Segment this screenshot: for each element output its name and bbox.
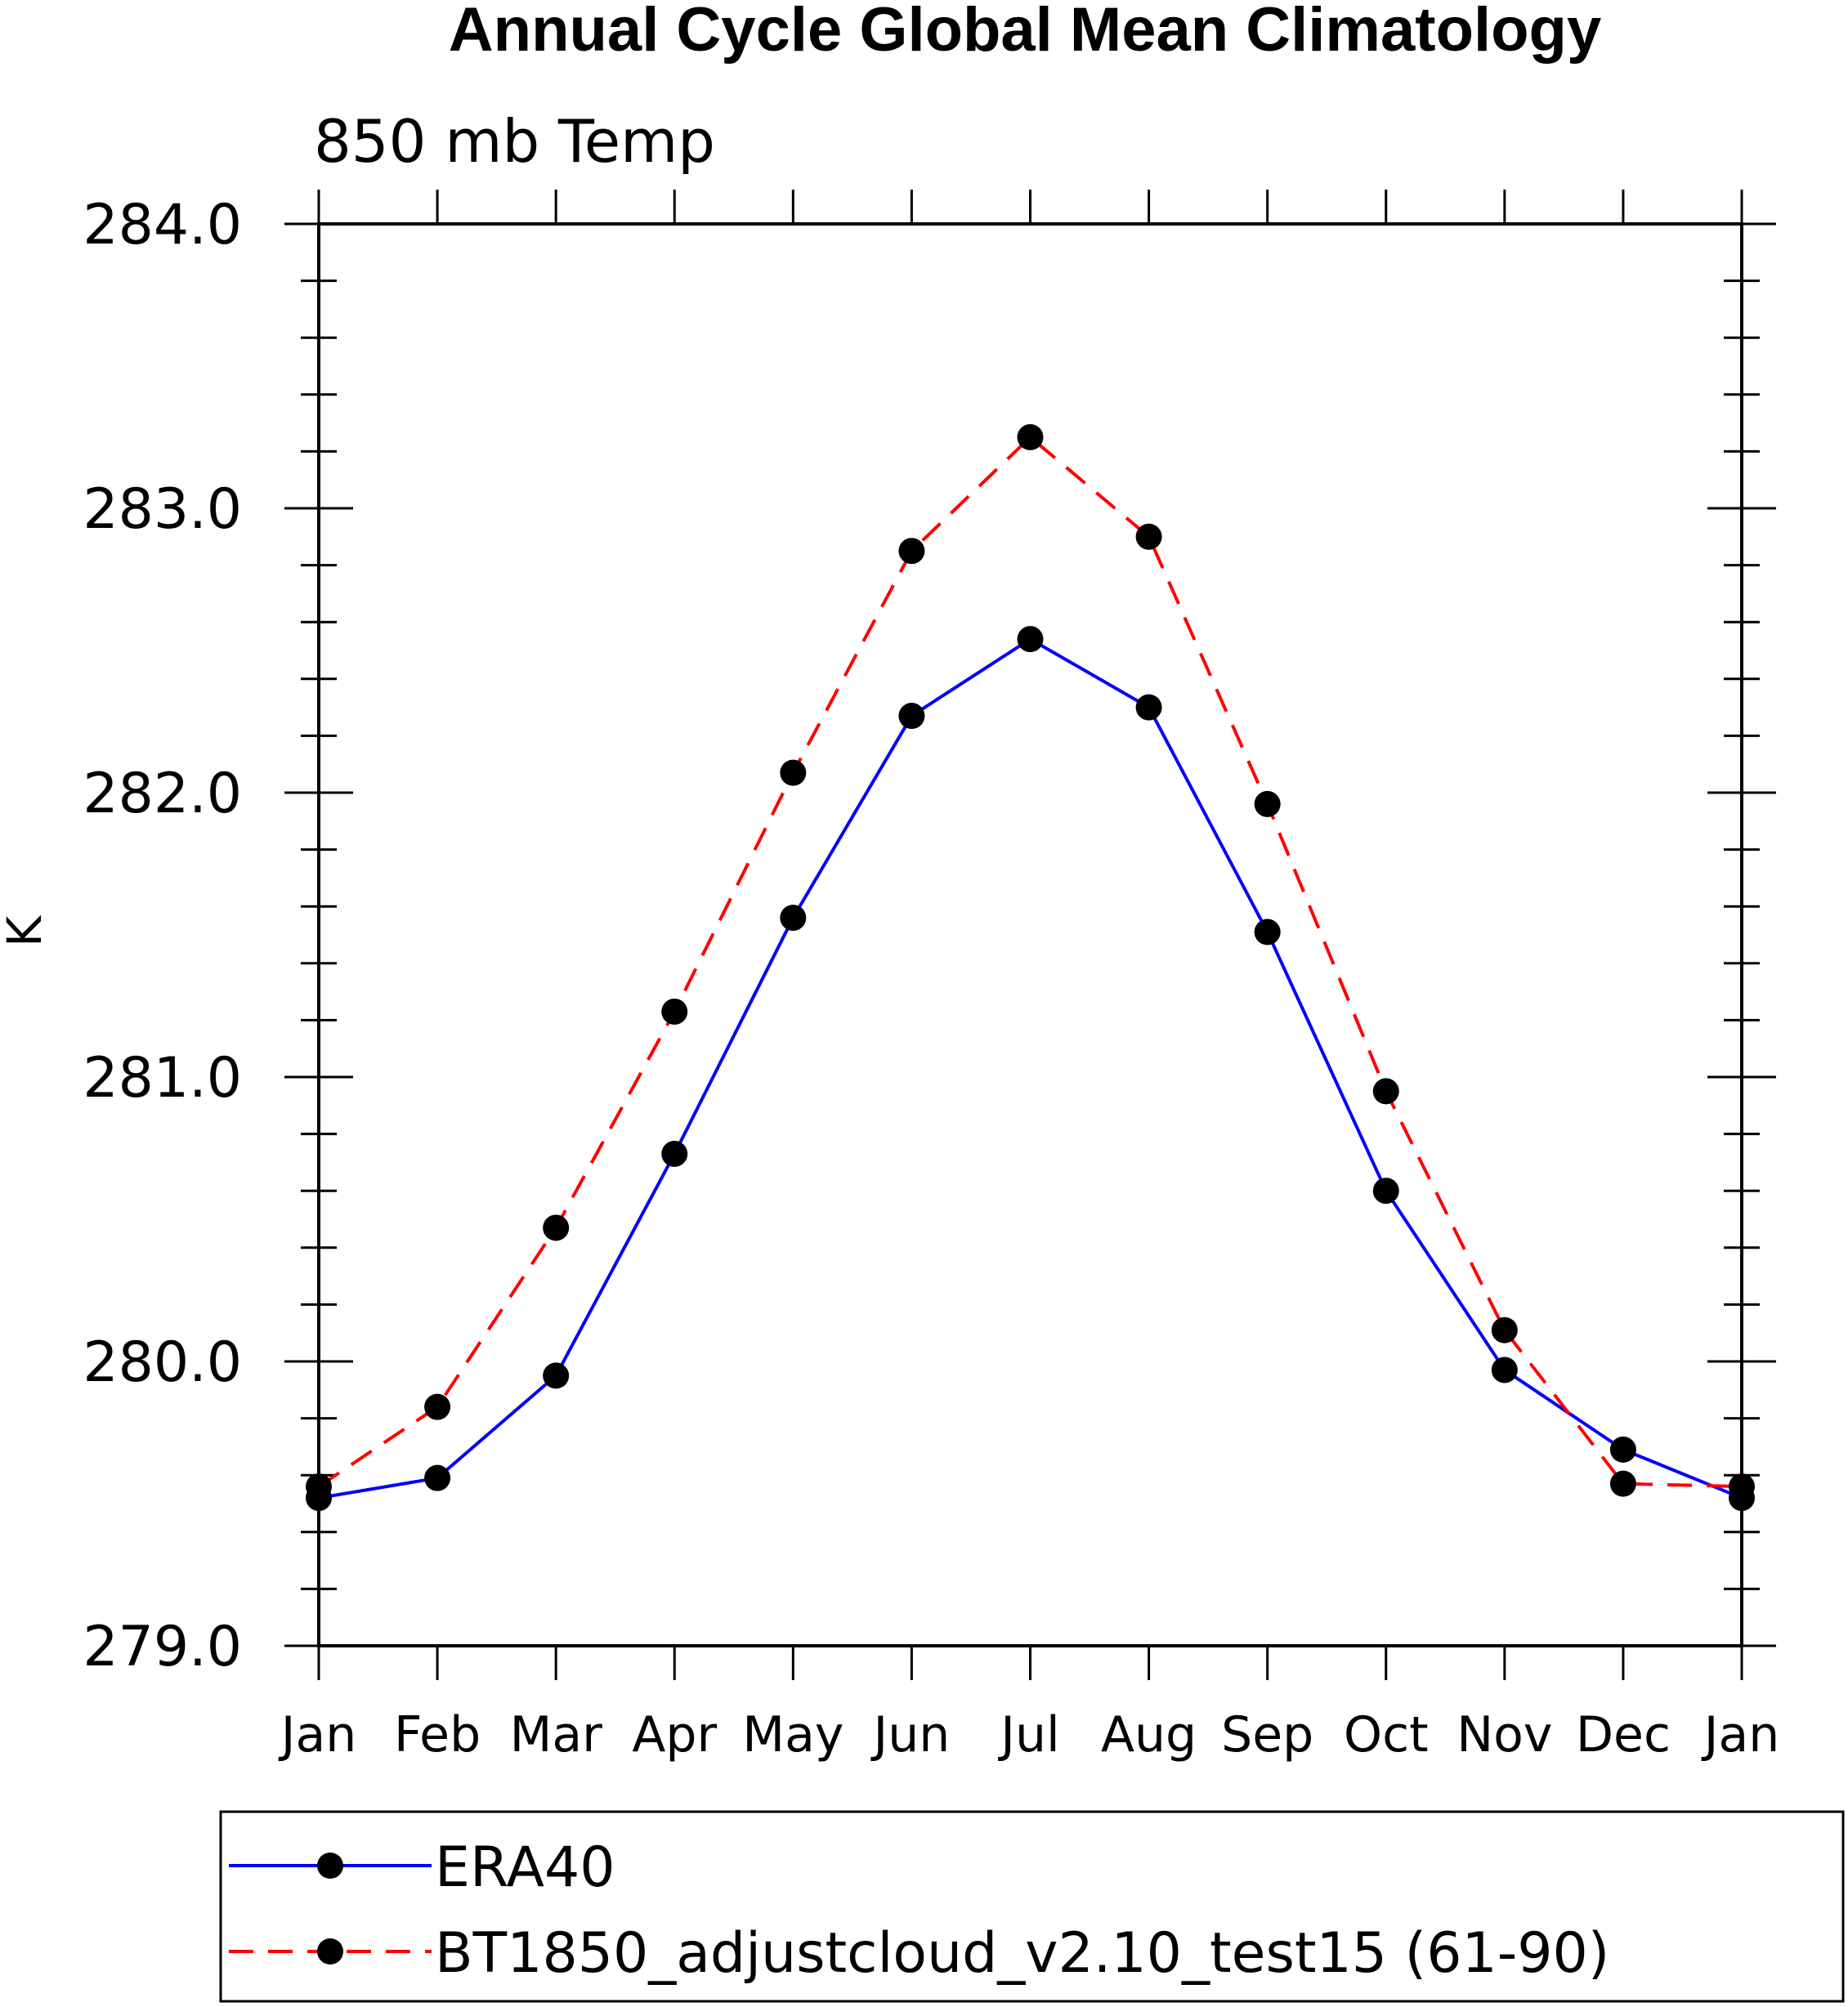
series-1-point (1609, 1470, 1636, 1497)
chart-subtitle: 850 mb Temp (314, 107, 715, 176)
series-0-point (543, 1362, 570, 1389)
series-1-point (424, 1393, 451, 1420)
series-0-point (424, 1464, 451, 1491)
chart-title: Annual Cycle Global Mean Climatology (449, 0, 1601, 65)
series-1-point (306, 1473, 332, 1500)
legend-label-0: ERA40 (435, 1835, 615, 1900)
legend-box (219, 1810, 1845, 2003)
x-tick-label: Dec (1576, 1706, 1671, 1763)
series-line-0 (318, 637, 1743, 1500)
y-tick-label: 281.0 (83, 1046, 242, 1111)
series-1-point (1135, 523, 1162, 550)
series-0-point (1254, 919, 1281, 945)
legend-swatch-marker-0 (317, 1853, 343, 1879)
x-tick-label: Jun (870, 1706, 951, 1763)
series-1-point (543, 1214, 570, 1241)
series-1-point (1017, 424, 1044, 450)
series-0-point (1609, 1436, 1636, 1463)
x-tick-label: May (742, 1706, 843, 1763)
x-tick-label: Oct (1344, 1706, 1429, 1763)
y-tick-label: 284.0 (83, 193, 242, 257)
series-1-point (898, 538, 925, 565)
series-0-point (1491, 1357, 1518, 1383)
series-0-point (1372, 1178, 1399, 1205)
series-0-point (898, 703, 925, 730)
x-tick-label: Nov (1456, 1706, 1552, 1763)
y-tick-label: 283.0 (83, 477, 242, 542)
series-1-point (1491, 1316, 1518, 1343)
series-line-1 (317, 435, 1743, 1489)
series-0-point (661, 1140, 688, 1167)
y-tick-label: 279.0 (83, 1615, 242, 1679)
y-tick-label: 282.0 (83, 762, 242, 826)
legend-swatch-marker-1 (317, 1938, 343, 1965)
y-axis-label: K (0, 914, 52, 947)
x-tick-label: Jul (997, 1706, 1059, 1763)
x-tick-label: Feb (394, 1706, 481, 1763)
y-tick-label: 280.0 (83, 1330, 242, 1395)
series-1-point (661, 998, 688, 1025)
series-0-point (780, 905, 807, 932)
series-layer (306, 424, 1755, 1512)
series-0-point (1017, 626, 1044, 653)
series-1-point (780, 759, 807, 786)
series-0-point (1135, 694, 1162, 721)
x-tick-label: Jan (1701, 1706, 1780, 1763)
axes-group: 279.0 280.0 281.0 282.0 283.0 284.0 Jan Feb Mar A… (83, 190, 1779, 1763)
series-1-point (1372, 1078, 1399, 1105)
series-1-point (1729, 1473, 1755, 1500)
legend-label-1: BT1850_adjustcloud_v2.10_test15 (61-90) (435, 1921, 1609, 1986)
x-tick-label: Aug (1101, 1706, 1197, 1763)
series-1-point (1254, 790, 1281, 817)
legend: ERA40 BT1850_adjustcloud_v2.10_test15 (61… (229, 1835, 1609, 1986)
x-tick-label: Apr (632, 1706, 717, 1763)
x-tick-label: Sep (1221, 1706, 1313, 1763)
x-tick-label: Mar (510, 1706, 603, 1763)
x-tick-label: Jan (278, 1706, 357, 1763)
